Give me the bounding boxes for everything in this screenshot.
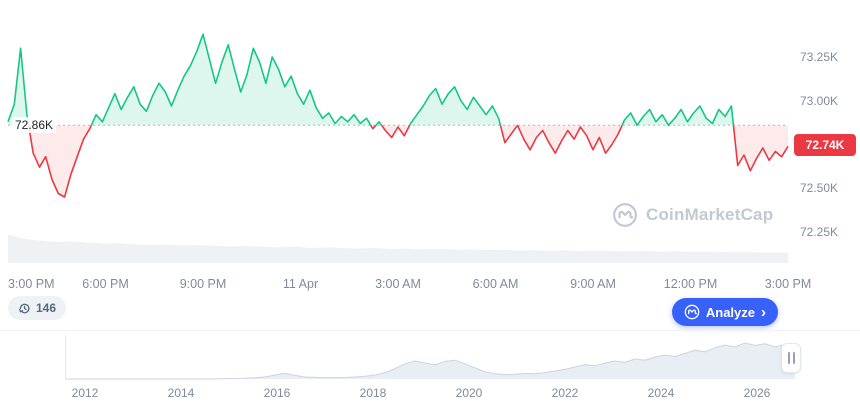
timeline-year-label: 2012 xyxy=(71,386,99,400)
y-axis-label: 72.50K xyxy=(800,181,839,195)
timeline-range-left-edge[interactable] xyxy=(65,335,66,379)
last-price-badge: 72.74K xyxy=(794,134,856,156)
time-axis: 3:00 PM 6:00 PM 9:00 PM 11 Apr 3:00 AM 6:00 A… xyxy=(0,276,860,292)
price-area-up xyxy=(8,34,788,126)
x-axis-label: 12:00 PM xyxy=(663,277,718,291)
history-count-button[interactable]: 146 xyxy=(8,296,67,320)
price-chart[interactable] xyxy=(0,0,860,268)
timeline-year-axis: 2012 2014 2016 2018 2020 2022 2024 2026 xyxy=(0,385,860,401)
timeline-area xyxy=(65,343,795,379)
timeline-year-label: 2014 xyxy=(167,386,195,400)
analyze-label: Analyze xyxy=(705,304,755,320)
chevron-right-icon: › xyxy=(761,303,766,321)
x-axis-label: 3:00 AM xyxy=(375,277,421,291)
y-axis-label: 73.25K xyxy=(800,50,839,64)
watermark-text: CoinMarketCap xyxy=(646,205,774,224)
analyze-button[interactable]: Analyze › xyxy=(671,298,778,326)
y-axis-label: 72.25K xyxy=(800,225,839,239)
x-axis-label: 6:00 AM xyxy=(472,277,519,291)
analyze-cmc-logo-icon xyxy=(684,304,700,320)
baseline-price-label: 72.86K xyxy=(12,117,57,133)
timeline-year-label: 2026 xyxy=(743,386,771,400)
y-axis-label: 73.00K xyxy=(800,94,839,108)
volume-area xyxy=(8,234,788,263)
timeline-year-label: 2020 xyxy=(455,386,483,400)
timeline-year-label: 2016 xyxy=(263,386,291,400)
price-line-down xyxy=(27,125,789,198)
x-axis-label: 3:00 PM xyxy=(764,277,812,291)
history-count-label: 146 xyxy=(36,301,57,315)
timeline-minimap[interactable] xyxy=(0,333,860,383)
timeline-year-label: 2024 xyxy=(647,386,675,400)
timeline-year-label: 2018 xyxy=(359,386,387,400)
x-axis-label: 11 Apr xyxy=(282,277,319,291)
x-axis-label: 3:00 PM xyxy=(8,277,55,291)
price-line-up xyxy=(7,33,735,126)
history-clock-icon xyxy=(19,303,30,313)
watermark: CoinMarketCap xyxy=(612,202,773,228)
x-axis-label: 9:00 AM xyxy=(570,277,616,291)
x-axis-label: 6:00 PM xyxy=(82,277,129,291)
timeline-year-label: 2022 xyxy=(551,386,579,400)
coinmarketcap-logo-icon xyxy=(613,203,637,227)
timeline-drag-handle-icon[interactable] xyxy=(781,343,801,373)
x-axis-label: 9:00 PM xyxy=(179,277,227,291)
timeline-scrubber[interactable]: 2012 2014 2016 2018 2020 2022 2024 2026 xyxy=(0,330,860,401)
timeline-line xyxy=(65,342,796,380)
